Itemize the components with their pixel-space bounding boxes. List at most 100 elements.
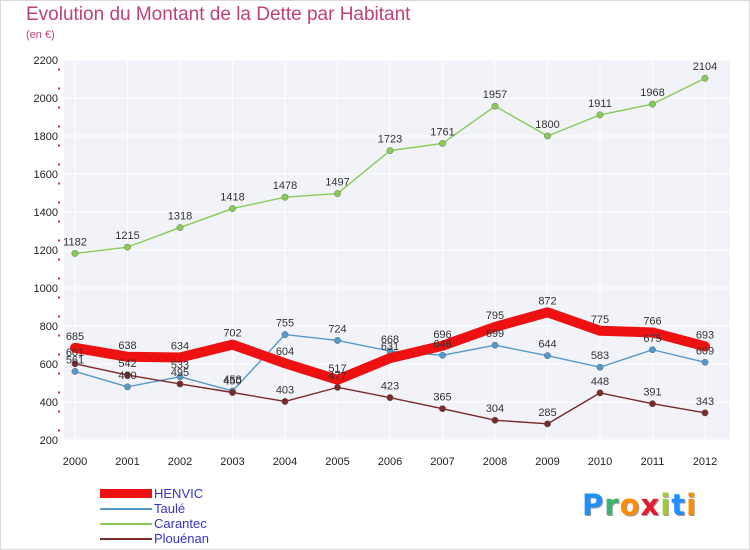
data-label: 1215: [115, 230, 139, 242]
y-minor-tick: [58, 144, 60, 147]
data-label: 343: [696, 396, 714, 408]
data-point: [281, 193, 289, 201]
data-point: [491, 341, 499, 349]
data-point: [492, 324, 498, 330]
y-minor-tick: [58, 163, 60, 166]
data-label: 1723: [378, 134, 402, 146]
data-label: 644: [538, 339, 556, 351]
y-minor-tick: [58, 125, 60, 128]
x-tick-label: 2001: [115, 456, 139, 468]
data-label: 696: [433, 329, 451, 341]
data-label: 365: [433, 392, 451, 404]
data-label: 391: [643, 387, 661, 399]
data-point: [596, 363, 604, 371]
y-minor-tick: [58, 182, 60, 185]
x-tick-label: 2000: [63, 456, 87, 468]
legend-label: Plouénan: [154, 531, 209, 546]
y-tick-label: 2200: [34, 55, 58, 67]
data-point: [176, 224, 184, 231]
data-point: [701, 74, 709, 82]
data-point: [334, 337, 341, 344]
data-point: [702, 343, 708, 349]
data-label: 724: [328, 323, 346, 335]
y-minor-tick: [58, 334, 60, 337]
data-point: [281, 331, 289, 338]
data-point: [544, 420, 551, 428]
data-point: [334, 190, 341, 197]
data-point: [491, 416, 499, 424]
y-minor-tick: [58, 277, 60, 280]
data-point: [545, 309, 550, 315]
proxiti-logo: Proxiti: [582, 488, 698, 522]
y-minor-tick: [58, 68, 60, 71]
x-tick-label: 2010: [588, 456, 612, 468]
y-minor-tick: [58, 106, 60, 109]
x-tick-label: 2011: [641, 456, 665, 468]
x-tick-label: 2006: [378, 456, 402, 468]
legend-swatch: [100, 489, 152, 498]
y-minor-tick: [58, 220, 60, 223]
grid-lines: [58, 59, 730, 441]
data-label: 685: [66, 331, 84, 343]
series-group: [70, 74, 710, 428]
data-point: [230, 342, 235, 348]
data-point: [282, 360, 288, 366]
data-point: [72, 345, 78, 351]
y-tick-label: 1400: [34, 207, 58, 219]
data-label: 775: [591, 314, 609, 326]
data-label: 1968: [640, 87, 664, 99]
legend: HENVIC Taulé Carantec Plouénan: [100, 486, 209, 546]
data-point: [124, 371, 131, 379]
data-label: 285: [538, 407, 556, 419]
data-label: 403: [276, 384, 294, 396]
data-point: [334, 383, 341, 391]
chart-title: Evolution du Montant de la Dette par Hab…: [26, 4, 411, 25]
data-point: [649, 346, 656, 354]
chart-subtitle: (en €): [26, 29, 55, 41]
x-tick-label: 2005: [325, 456, 349, 468]
data-point: [335, 377, 340, 383]
data-point: [701, 358, 709, 366]
data-label: 795: [486, 310, 504, 322]
x-tick-label: 2008: [483, 456, 507, 468]
y-minor-tick: [58, 87, 60, 90]
data-label: 1478: [273, 180, 297, 192]
data-point: [596, 389, 604, 397]
legend-swatch: [100, 522, 152, 525]
y-minor-tick: [58, 201, 60, 204]
y-minor-tick: [58, 258, 60, 261]
y-minor-tick: [58, 391, 60, 394]
data-point: [176, 380, 184, 388]
y-minor-tick: [58, 429, 60, 432]
data-point: [597, 328, 603, 334]
x-axis-ticks: 2000 2001 2002 2003 2004 2005 2006 2007 2008 2009…: [63, 456, 717, 468]
data-label: 517: [328, 363, 346, 375]
y-minor-tick: [58, 410, 60, 413]
data-label: 699: [486, 328, 504, 340]
data-label: 1761: [430, 126, 454, 138]
legend-item: Carantec: [100, 516, 209, 531]
data-label: 1957: [483, 89, 507, 101]
data-label: 1497: [325, 177, 349, 189]
y-tick-label: 1800: [34, 131, 58, 143]
x-tick-label: 2007: [430, 456, 454, 468]
x-tick-label: 2004: [273, 456, 297, 468]
data-label: 755: [276, 318, 294, 330]
y-tick-label: 600: [40, 359, 58, 371]
data-point: [544, 132, 551, 140]
data-point: [649, 400, 656, 408]
data-label: 304: [486, 403, 504, 415]
data-label: 1800: [535, 119, 559, 131]
data-point: [229, 205, 236, 212]
y-tick-label: 1000: [34, 283, 58, 295]
y-tick-label: 800: [40, 321, 58, 333]
legend-swatch: [100, 537, 152, 540]
data-point: [649, 100, 656, 108]
data-label: 1318: [168, 211, 192, 223]
data-label: 542: [118, 358, 136, 370]
data-label: 450: [223, 376, 241, 388]
data-label: 766: [643, 315, 661, 327]
data-label: 631: [381, 341, 399, 353]
